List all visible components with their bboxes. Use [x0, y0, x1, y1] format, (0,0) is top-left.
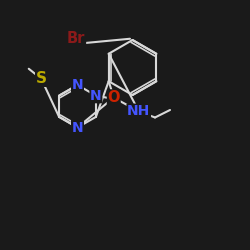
Text: O: O [108, 90, 120, 105]
Text: N: N [72, 120, 83, 134]
Text: NH: NH [127, 104, 150, 118]
Text: N: N [90, 89, 102, 103]
Text: N: N [72, 78, 83, 92]
Text: S: S [36, 71, 47, 86]
Text: Br: Br [67, 31, 86, 46]
